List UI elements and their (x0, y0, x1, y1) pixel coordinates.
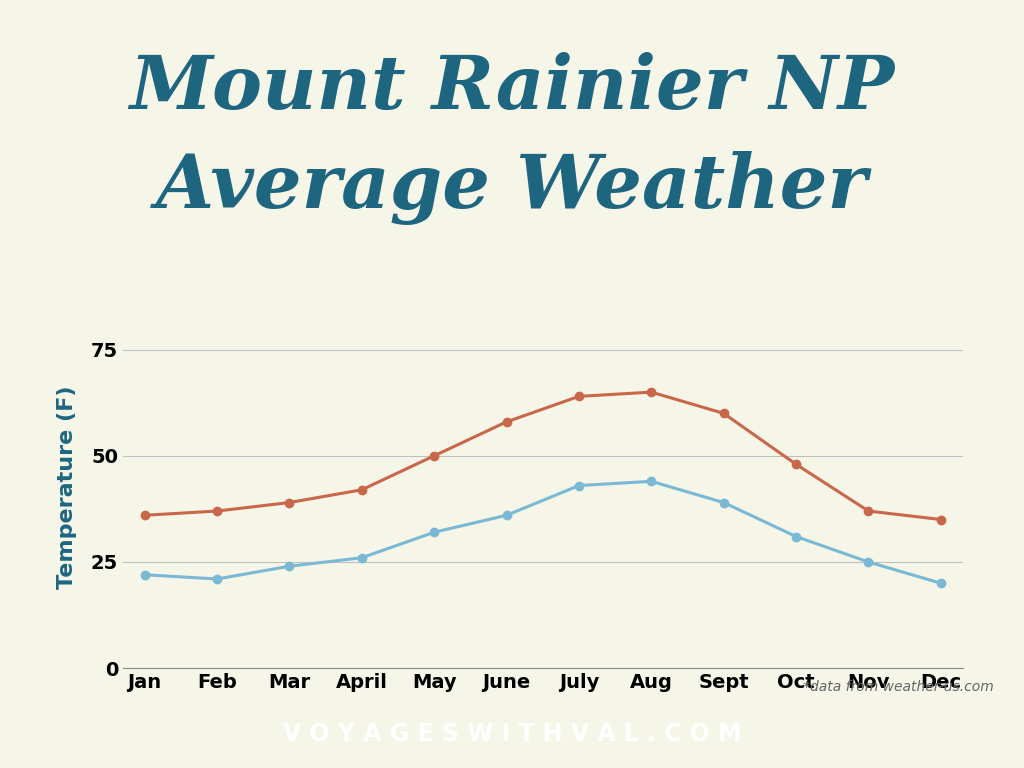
Text: V O Y A G E S W I T H V A L . C O M: V O Y A G E S W I T H V A L . C O M (283, 722, 741, 746)
Text: *data from weather-us.com: *data from weather-us.com (803, 680, 993, 694)
Text: Average Weather: Average Weather (156, 151, 868, 225)
Text: Mount Rainier NP: Mount Rainier NP (129, 52, 895, 124)
Y-axis label: Temperature (F): Temperature (F) (57, 386, 77, 589)
